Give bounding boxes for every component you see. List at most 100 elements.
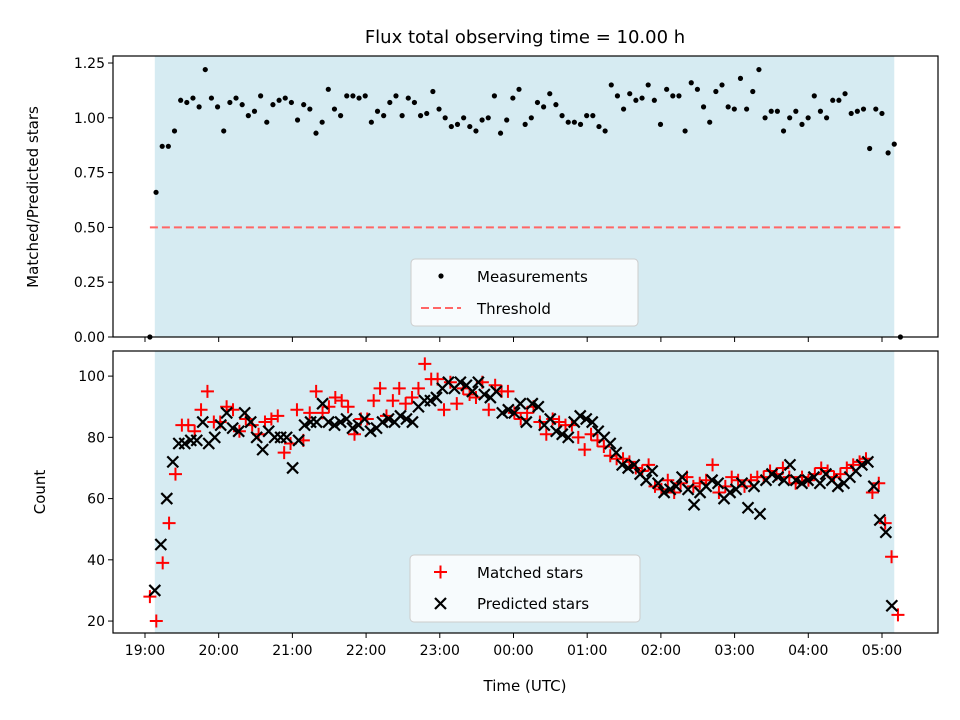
matched-stars-point <box>200 384 214 398</box>
measurement-point <box>344 93 350 99</box>
measurement-point <box>516 86 522 92</box>
measurement-point <box>707 119 713 125</box>
measurement-point <box>411 99 418 106</box>
predicted-stars-point <box>244 415 257 429</box>
measurement-point <box>319 119 325 125</box>
measurement-point <box>780 128 787 134</box>
matched-stars-point <box>303 406 317 420</box>
measurement-point <box>239 102 245 108</box>
measurement-point <box>885 150 891 156</box>
measurement-point <box>793 108 799 114</box>
matched-stars-point <box>328 391 342 405</box>
measurement-point <box>528 115 534 121</box>
measurement-point <box>774 108 780 114</box>
predicted-stars-point <box>292 434 305 447</box>
predicted-stars-point <box>160 492 174 505</box>
predicted-stars-point <box>669 480 683 493</box>
measurement-point <box>602 128 608 134</box>
measurement-point <box>879 110 885 117</box>
matched-stars-point <box>181 418 195 432</box>
measurement-point <box>694 86 701 92</box>
matched-stars-point <box>885 550 899 564</box>
measurement-point <box>664 86 670 92</box>
measurement-point <box>214 104 221 110</box>
matched-stars-point <box>840 461 854 475</box>
legend: Measurements Threshold <box>410 258 639 327</box>
predicted-stars-point <box>687 498 701 511</box>
measurement-point <box>547 91 553 97</box>
predicted-stars-point <box>376 415 389 429</box>
matched-stars-point <box>437 403 451 417</box>
predicted-stars-point <box>280 431 293 444</box>
matched-stars-point <box>418 357 432 371</box>
measurement-point <box>651 97 657 103</box>
measurement-point <box>633 97 639 103</box>
predicted-stars-point <box>561 431 575 444</box>
x-tick-label: 22:00 <box>346 643 386 659</box>
predicted-stars-point <box>400 412 413 426</box>
matched-stars-point <box>712 485 726 499</box>
measurement-point <box>362 93 368 99</box>
legend-box <box>410 258 639 327</box>
legend-label-threshold: Threshold <box>476 300 551 318</box>
y-tick-label: 20 <box>87 614 105 630</box>
measurement-point <box>553 102 559 108</box>
matched-stars-point <box>341 400 355 414</box>
predicted-stars-point <box>753 507 767 521</box>
predicted-stars-point <box>831 480 845 493</box>
predicted-stars-point <box>454 375 467 389</box>
count-axes: 20 40 60 80 100 19:00 20:00 21:00 22:00 23:00 00:… <box>31 350 939 695</box>
predicted-stars-point <box>681 483 695 496</box>
measurement-point <box>313 130 319 136</box>
measurement-point <box>399 113 405 119</box>
measurement-point <box>479 117 485 123</box>
x-tick-label: 20:00 <box>199 643 239 659</box>
measurement-point <box>620 106 627 112</box>
measurement-point <box>387 99 393 106</box>
predicted-stars-point <box>777 473 791 487</box>
matched-stars-point <box>149 614 163 628</box>
y-tick-label: 60 <box>87 492 105 508</box>
predicted-stars-point <box>873 513 887 527</box>
predicted-stars-point <box>346 421 359 435</box>
matched-stars-point <box>411 381 425 395</box>
measurement-point <box>750 88 756 95</box>
matched-stars-point <box>156 556 170 570</box>
predicted-stars-point <box>502 403 515 417</box>
matched-stars-point <box>162 516 176 530</box>
predicted-stars-point <box>394 409 407 423</box>
matched-stars-point <box>661 473 675 487</box>
matched-stars-point <box>399 397 413 411</box>
predicted-stars-point <box>579 412 593 426</box>
matched-stars-point <box>194 403 208 417</box>
predicted-stars-point <box>340 412 353 426</box>
predicted-stars-point <box>555 428 569 441</box>
predicted-stars-point <box>196 415 210 429</box>
measurement-point <box>405 95 411 101</box>
count-points <box>143 357 905 628</box>
predicted-stars-point <box>238 406 251 420</box>
predicted-stars-point <box>364 424 377 438</box>
predicted-stars-point <box>675 470 689 484</box>
x-tick-label: 05:00 <box>862 643 902 659</box>
x-axis-label: Time (UTC) <box>483 677 567 695</box>
measurement-point <box>233 95 239 101</box>
matched-stars-point <box>367 394 381 408</box>
predicted-stars-point <box>867 480 881 493</box>
predicted-stars-point <box>472 375 485 389</box>
measurement-point <box>811 93 817 99</box>
measurement-point <box>731 106 737 112</box>
predicted-stars-point <box>334 415 347 429</box>
predicted-stars-point <box>208 431 222 444</box>
measurement-point <box>762 115 768 121</box>
y-tick-label: 0.75 <box>74 166 105 182</box>
predicted-stars-point <box>190 434 204 447</box>
predicted-stars-point <box>573 409 587 423</box>
matched-stars-point <box>571 430 585 444</box>
measurement-point <box>854 108 860 114</box>
measurement-point <box>577 121 584 127</box>
measurement-point <box>454 121 461 127</box>
matched-stars-point <box>220 400 234 414</box>
measurement-point <box>196 104 202 110</box>
